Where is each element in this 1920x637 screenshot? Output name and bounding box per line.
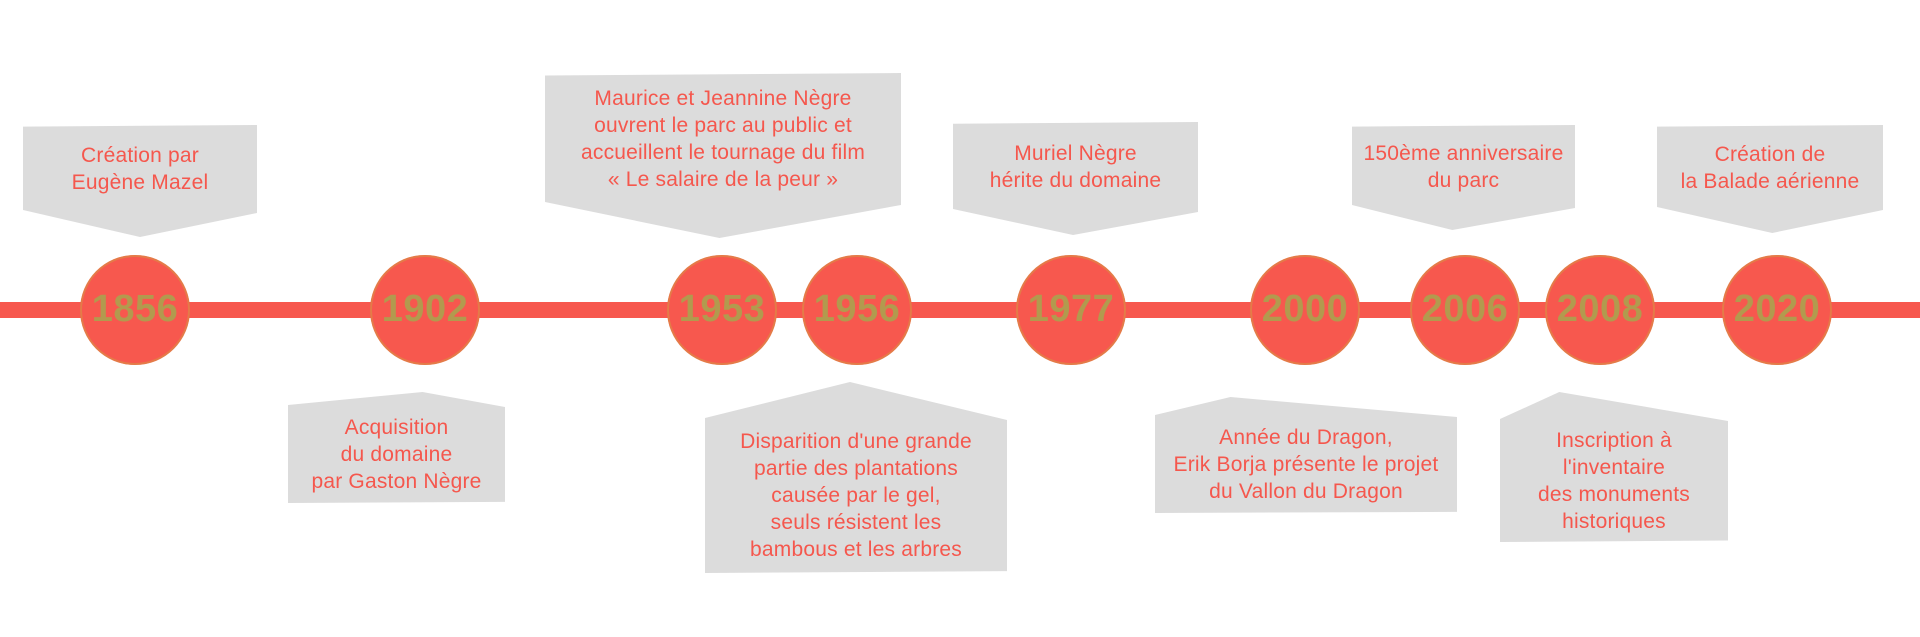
callout-2006: 150ème anniversaire du parc	[1352, 125, 1575, 230]
callout-2008: Inscription à l'inventaire des monuments…	[1500, 392, 1728, 542]
callout-1856: Création par Eugène Mazel	[23, 125, 257, 237]
callout-text-2006: 150ème anniversaire du parc	[1363, 141, 1564, 192]
callout-text-1902: Acquisition du domaine par Gaston Nègre	[311, 415, 482, 493]
callout-text-1856: Création par Eugène Mazel	[71, 144, 209, 194]
year-label-1902: 1902	[381, 288, 469, 330]
year-label-2008: 2008	[1556, 288, 1644, 330]
callout-text-1953: Maurice et Jeannine Nègre ouvrent le par…	[580, 87, 866, 191]
year-circle-2000: 2000	[1250, 255, 1360, 365]
year-label-1953: 1953	[678, 288, 766, 330]
callout-1953: Maurice et Jeannine Nègre ouvrent le par…	[545, 73, 901, 238]
year-circle-1977: 1977	[1016, 255, 1126, 365]
year-label-2006: 2006	[1421, 288, 1509, 330]
year-circle-1956: 1956	[802, 255, 912, 365]
callout-1977: Muriel Nègre hérite du domaine	[953, 122, 1198, 235]
year-circle-2006: 2006	[1410, 255, 1520, 365]
callout-1956: Disparition d'une grande partie des plan…	[705, 382, 1007, 573]
year-circle-2020: 2020	[1722, 255, 1832, 365]
year-circle-1856: 1856	[80, 255, 190, 365]
year-label-1856: 1856	[91, 288, 179, 330]
callout-1902: Acquisition du domaine par Gaston Nègre	[288, 392, 505, 503]
callout-text-1956: Disparition d'une grande partie des plan…	[740, 430, 972, 561]
year-label-1956: 1956	[813, 288, 901, 330]
callout-2000: Année du Dragon, Erik Borja présente le …	[1155, 397, 1457, 513]
year-label-2000: 2000	[1261, 288, 1349, 330]
callout-2020: Création de la Balade aérienne	[1657, 125, 1883, 233]
year-label-1977: 1977	[1027, 288, 1115, 330]
callout-text-2020: Création de la Balade aérienne	[1680, 142, 1860, 193]
year-circle-2008: 2008	[1545, 255, 1655, 365]
callout-text-2000: Année du Dragon, Erik Borja présente le …	[1173, 425, 1439, 503]
callout-text-1977: Muriel Nègre hérite du domaine	[989, 142, 1162, 192]
year-circle-1902: 1902	[370, 255, 480, 365]
year-circle-1953: 1953	[667, 255, 777, 365]
callout-text-2008: Inscription à l'inventaire des monuments…	[1537, 428, 1690, 533]
year-label-2020: 2020	[1733, 288, 1821, 330]
